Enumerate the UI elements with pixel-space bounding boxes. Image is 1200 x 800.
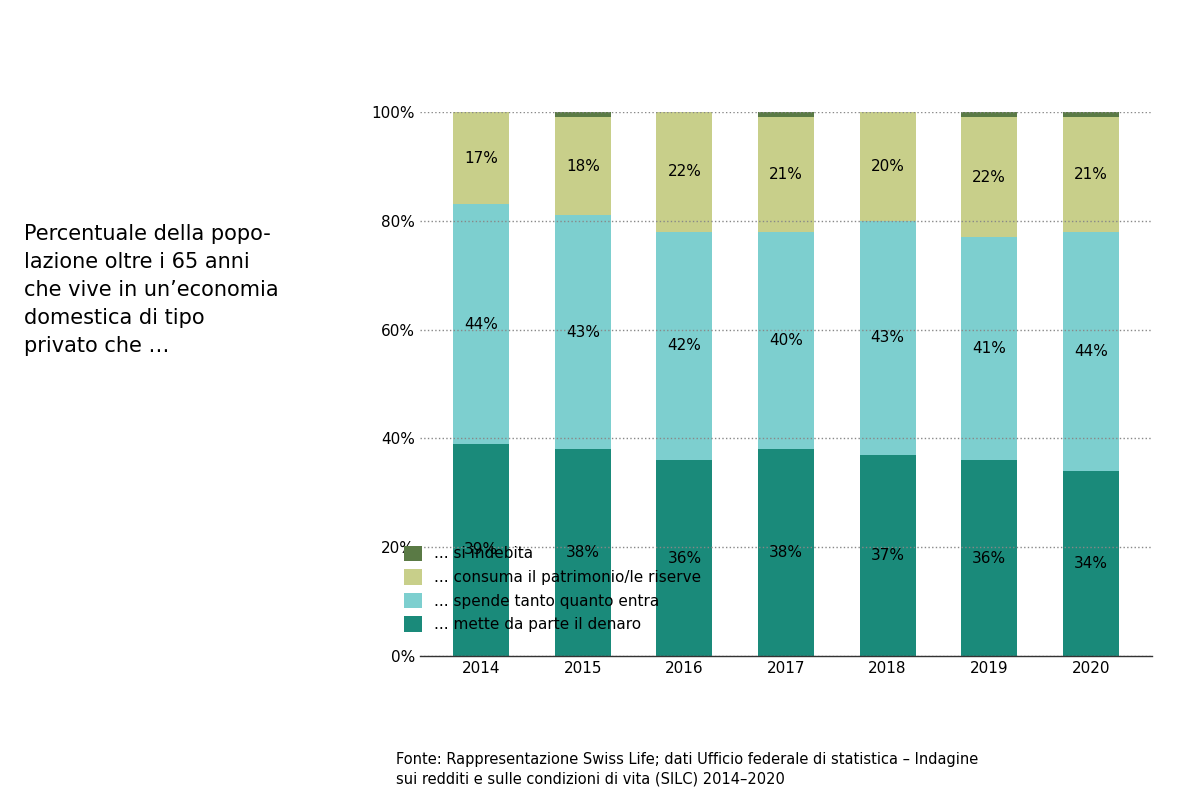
Bar bbox=[554, 215, 611, 450]
Bar bbox=[454, 444, 509, 656]
Bar bbox=[758, 118, 814, 232]
Text: 36%: 36% bbox=[972, 550, 1007, 566]
Text: 40%: 40% bbox=[769, 333, 803, 348]
Bar bbox=[554, 450, 611, 656]
Bar bbox=[656, 232, 713, 460]
Bar bbox=[1063, 118, 1118, 232]
Text: 41%: 41% bbox=[972, 341, 1006, 356]
Bar bbox=[961, 112, 1018, 118]
Bar bbox=[656, 112, 713, 232]
Bar bbox=[1063, 232, 1118, 471]
Text: 22%: 22% bbox=[972, 170, 1006, 185]
Text: Percentuale della popo-
lazione oltre i 65 anni
che vive in un’economia
domestic: Percentuale della popo- lazione oltre i … bbox=[24, 224, 278, 356]
Text: 38%: 38% bbox=[769, 545, 803, 560]
Bar bbox=[961, 237, 1018, 460]
Text: 17%: 17% bbox=[464, 150, 498, 166]
Bar bbox=[859, 454, 916, 656]
Text: 43%: 43% bbox=[566, 325, 600, 340]
Bar bbox=[758, 232, 814, 450]
Text: 34%: 34% bbox=[1074, 556, 1108, 571]
Text: Fonte: Rappresentazione Swiss Life; dati Ufficio federale di statistica – Indagi: Fonte: Rappresentazione Swiss Life; dati… bbox=[396, 752, 978, 787]
Bar bbox=[554, 118, 611, 215]
Legend: ... si indebita, ... consuma il patrimonio/le riserve, ... spende tanto quanto e: ... si indebita, ... consuma il patrimon… bbox=[403, 546, 701, 632]
Bar bbox=[758, 112, 814, 118]
Bar bbox=[859, 221, 916, 454]
Text: 43%: 43% bbox=[870, 330, 905, 346]
Text: 39%: 39% bbox=[464, 542, 498, 558]
Text: 44%: 44% bbox=[464, 317, 498, 332]
Bar bbox=[656, 460, 713, 656]
Bar bbox=[1063, 112, 1118, 118]
Bar bbox=[961, 118, 1018, 237]
Bar bbox=[961, 460, 1018, 656]
Text: 21%: 21% bbox=[1074, 167, 1108, 182]
Bar bbox=[1063, 471, 1118, 656]
Text: 36%: 36% bbox=[667, 550, 702, 566]
Bar bbox=[454, 205, 509, 444]
Text: 38%: 38% bbox=[566, 545, 600, 560]
Bar bbox=[758, 450, 814, 656]
Bar bbox=[859, 112, 916, 221]
Text: 20%: 20% bbox=[871, 159, 905, 174]
Text: 18%: 18% bbox=[566, 159, 600, 174]
Text: 21%: 21% bbox=[769, 167, 803, 182]
Bar bbox=[554, 112, 611, 118]
Text: 37%: 37% bbox=[870, 548, 905, 563]
Text: 44%: 44% bbox=[1074, 344, 1108, 359]
Text: 42%: 42% bbox=[667, 338, 701, 354]
Text: 22%: 22% bbox=[667, 164, 701, 179]
Bar bbox=[454, 112, 509, 205]
